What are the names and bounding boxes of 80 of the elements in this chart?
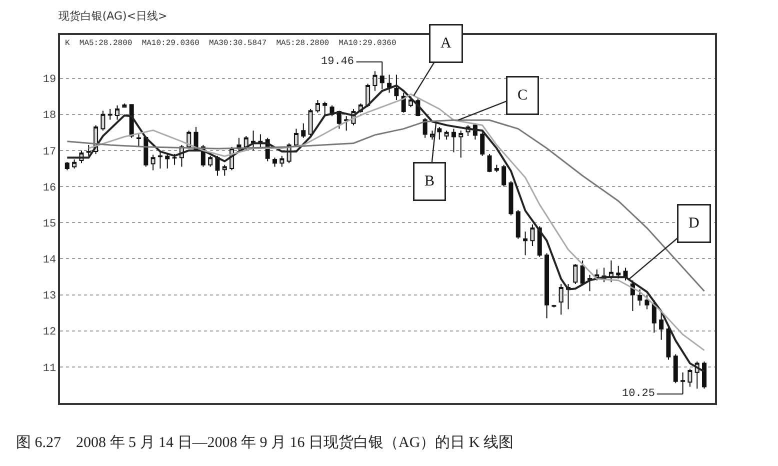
candlestick bbox=[100, 110, 106, 132]
candlestick bbox=[630, 280, 635, 312]
candlestick bbox=[666, 326, 671, 360]
y-tick-label: 18 bbox=[42, 110, 56, 122]
candlestick bbox=[272, 157, 278, 168]
y-tick-label: 17 bbox=[42, 146, 56, 158]
candlestick bbox=[387, 74, 392, 94]
candlestick bbox=[487, 154, 492, 173]
candlestick bbox=[251, 130, 256, 151]
candlestick bbox=[644, 294, 650, 310]
candlestick bbox=[680, 372, 686, 394]
candlestick bbox=[165, 154, 170, 169]
line-series bbox=[66, 119, 706, 292]
candlestick bbox=[72, 158, 77, 169]
candlestick bbox=[430, 130, 434, 140]
candlestick bbox=[508, 180, 514, 216]
candlestick bbox=[502, 164, 506, 188]
candlestick bbox=[301, 122, 306, 138]
y-tick-label: 12 bbox=[42, 326, 56, 339]
candlestick bbox=[673, 354, 678, 384]
candlestick bbox=[659, 312, 664, 340]
candlestick bbox=[573, 264, 578, 284]
y-tick-label: 15 bbox=[42, 218, 56, 230]
candlestick bbox=[523, 231, 528, 256]
y-tick-label: 13 bbox=[42, 290, 56, 303]
candlestick bbox=[308, 108, 313, 137]
candlestick bbox=[608, 260, 614, 283]
annotation: D bbox=[688, 216, 700, 232]
candlestick bbox=[616, 265, 621, 280]
candlestick bbox=[315, 99, 320, 114]
caption: 图 6.27 2008 年 5 月 14 日—2008 年 9 月 16 日现货白银（AG）的日 K 线图 bbox=[16, 434, 514, 451]
candlestick bbox=[530, 224, 535, 247]
candlestick bbox=[294, 128, 298, 148]
annotation: 10.25 bbox=[622, 388, 656, 400]
candlestick bbox=[558, 283, 564, 316]
candlestick bbox=[702, 361, 707, 390]
candlestick bbox=[172, 154, 177, 166]
candlestick bbox=[215, 155, 220, 176]
candlestick bbox=[136, 134, 141, 148]
candlestick bbox=[688, 368, 692, 388]
candlestick bbox=[480, 132, 485, 156]
annotation: C bbox=[518, 88, 528, 104]
candlestick bbox=[380, 61, 384, 90]
candlestick bbox=[638, 288, 642, 306]
candlestick bbox=[437, 126, 442, 140]
candlestick bbox=[494, 164, 499, 173]
candlestick bbox=[208, 155, 213, 168]
candlestick bbox=[444, 130, 449, 140]
candlestick bbox=[394, 74, 399, 100]
y-tick-label: 16 bbox=[42, 182, 56, 194]
chart-title: 现货白银(AG)<日线> bbox=[58, 9, 168, 22]
candlestick bbox=[422, 117, 428, 138]
y-tick-label: 19 bbox=[42, 74, 56, 86]
candlestick bbox=[372, 70, 378, 92]
candlestick bbox=[516, 209, 520, 240]
candlestick bbox=[280, 155, 284, 168]
candlestick bbox=[587, 274, 592, 292]
candlestick bbox=[451, 128, 456, 153]
candlestick bbox=[158, 152, 162, 169]
candlestick bbox=[458, 130, 464, 158]
candlestick bbox=[108, 108, 112, 120]
candlestick bbox=[344, 116, 349, 132]
annotation: B bbox=[424, 174, 435, 190]
annotation: 19.46 bbox=[321, 56, 354, 68]
candlestick bbox=[222, 164, 227, 176]
candlestick bbox=[544, 252, 550, 319]
candlestick bbox=[552, 304, 556, 308]
candlestick bbox=[150, 154, 156, 171]
candlestick bbox=[122, 103, 127, 108]
candlestick bbox=[366, 83, 370, 108]
candlestick bbox=[86, 144, 91, 156]
candlestick bbox=[258, 134, 263, 150]
candlestick bbox=[322, 101, 328, 115]
y-tick-label: 11 bbox=[42, 362, 56, 375]
candlestick bbox=[580, 260, 585, 284]
text: K MA5:28.2800 MA10:29.0360 MA30:30.5847 MA5:28.2800 MA10:29.0360 bbox=[65, 39, 396, 48]
annotation: A bbox=[440, 36, 452, 52]
candlestick bbox=[115, 104, 120, 120]
candlestick bbox=[64, 162, 70, 171]
y-tick-label: 14 bbox=[42, 254, 56, 267]
